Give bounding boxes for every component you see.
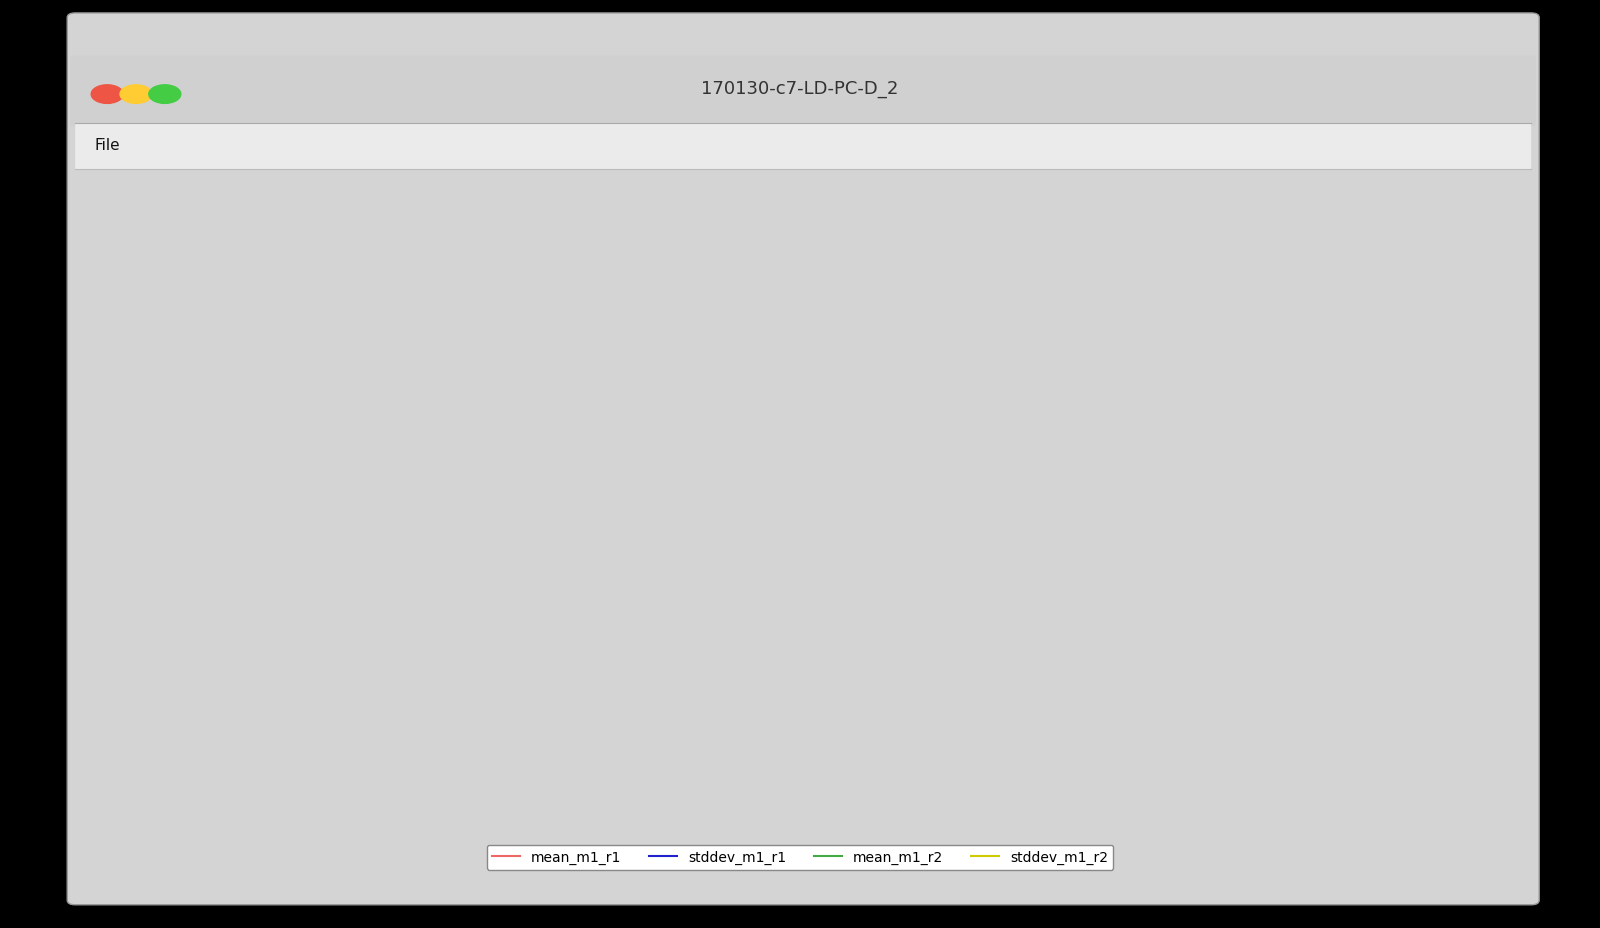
- mean_m1_r2: [1408, 325, 1427, 336]
- stddev_m1_r1: [1490, 731, 1509, 742]
- mean_m1_r2: [234, 572, 253, 583]
- stddev_m1_r1: [1312, 726, 1331, 737]
- stddev_m1_r2: [1141, 728, 1160, 739]
- mean_m1_r1: [1490, 295, 1509, 306]
- mean_m1_r2: [1053, 294, 1072, 305]
- stddev_m1_r2: [1214, 728, 1234, 739]
- stddev_m1_r2: [1400, 733, 1419, 744]
- stddev_m1_r1: [1061, 717, 1080, 728]
- Line: stddev_m1_r2: stddev_m1_r2: [187, 729, 1499, 774]
- stddev_m1_r2: [1029, 724, 1048, 735]
- mean_m1_r2: [778, 366, 797, 377]
- mean_m1_r2: [1222, 310, 1242, 321]
- stddev_m1_r2: [1482, 734, 1501, 745]
- stddev_m1_r1: [1141, 722, 1160, 733]
- stddev_m1_r1: [542, 747, 562, 758]
- mean_m1_r1: [1149, 264, 1168, 275]
- stddev_m1_r2: [178, 768, 197, 780]
- mean_m1_r1: [226, 547, 245, 558]
- mean_m1_r1: [1408, 289, 1427, 300]
- mean_m1_r1: [778, 336, 797, 347]
- mean_m1_r2: [1320, 317, 1339, 329]
- mean_m1_r1: [1045, 252, 1064, 264]
- stddev_m1_r2: [1490, 733, 1509, 744]
- Text: 170130-c7-LD-PC-D_2: 170130-c7-LD-PC-D_2: [701, 80, 899, 97]
- Line: mean_m1_r1: mean_m1_r1: [187, 258, 1499, 552]
- stddev_m1_r1: [178, 766, 197, 777]
- stddev_m1_r1: [1400, 728, 1419, 739]
- Line: mean_m1_r2: mean_m1_r2: [187, 300, 1499, 577]
- Legend: mean_m1_r1, stddev_m1_r1, mean_m1_r2, stddev_m1_r2: mean_m1_r1, stddev_m1_r1, mean_m1_r2, st…: [486, 844, 1114, 870]
- stddev_m1_r1: [1214, 724, 1234, 735]
- mean_m1_r2: [1490, 333, 1509, 344]
- mean_m1_r2: [178, 564, 197, 575]
- X-axis label: Plane: Plane: [813, 818, 866, 837]
- stddev_m1_r2: [542, 753, 562, 764]
- mean_m1_r1: [550, 415, 570, 426]
- mean_m1_r1: [178, 533, 197, 544]
- Line: stddev_m1_r1: stddev_m1_r1: [187, 723, 1499, 771]
- stddev_m1_r2: [1312, 731, 1331, 742]
- Text: File: File: [94, 137, 120, 152]
- mean_m1_r1: [1320, 281, 1339, 292]
- mean_m1_r2: [1149, 302, 1168, 313]
- mean_m1_r2: [550, 432, 570, 444]
- mean_m1_r1: [1222, 273, 1242, 284]
- Text: x = 106.0, y = 430.37: x = 106.0, y = 430.37: [1325, 264, 1493, 277]
- stddev_m1_r1: [1482, 732, 1501, 743]
